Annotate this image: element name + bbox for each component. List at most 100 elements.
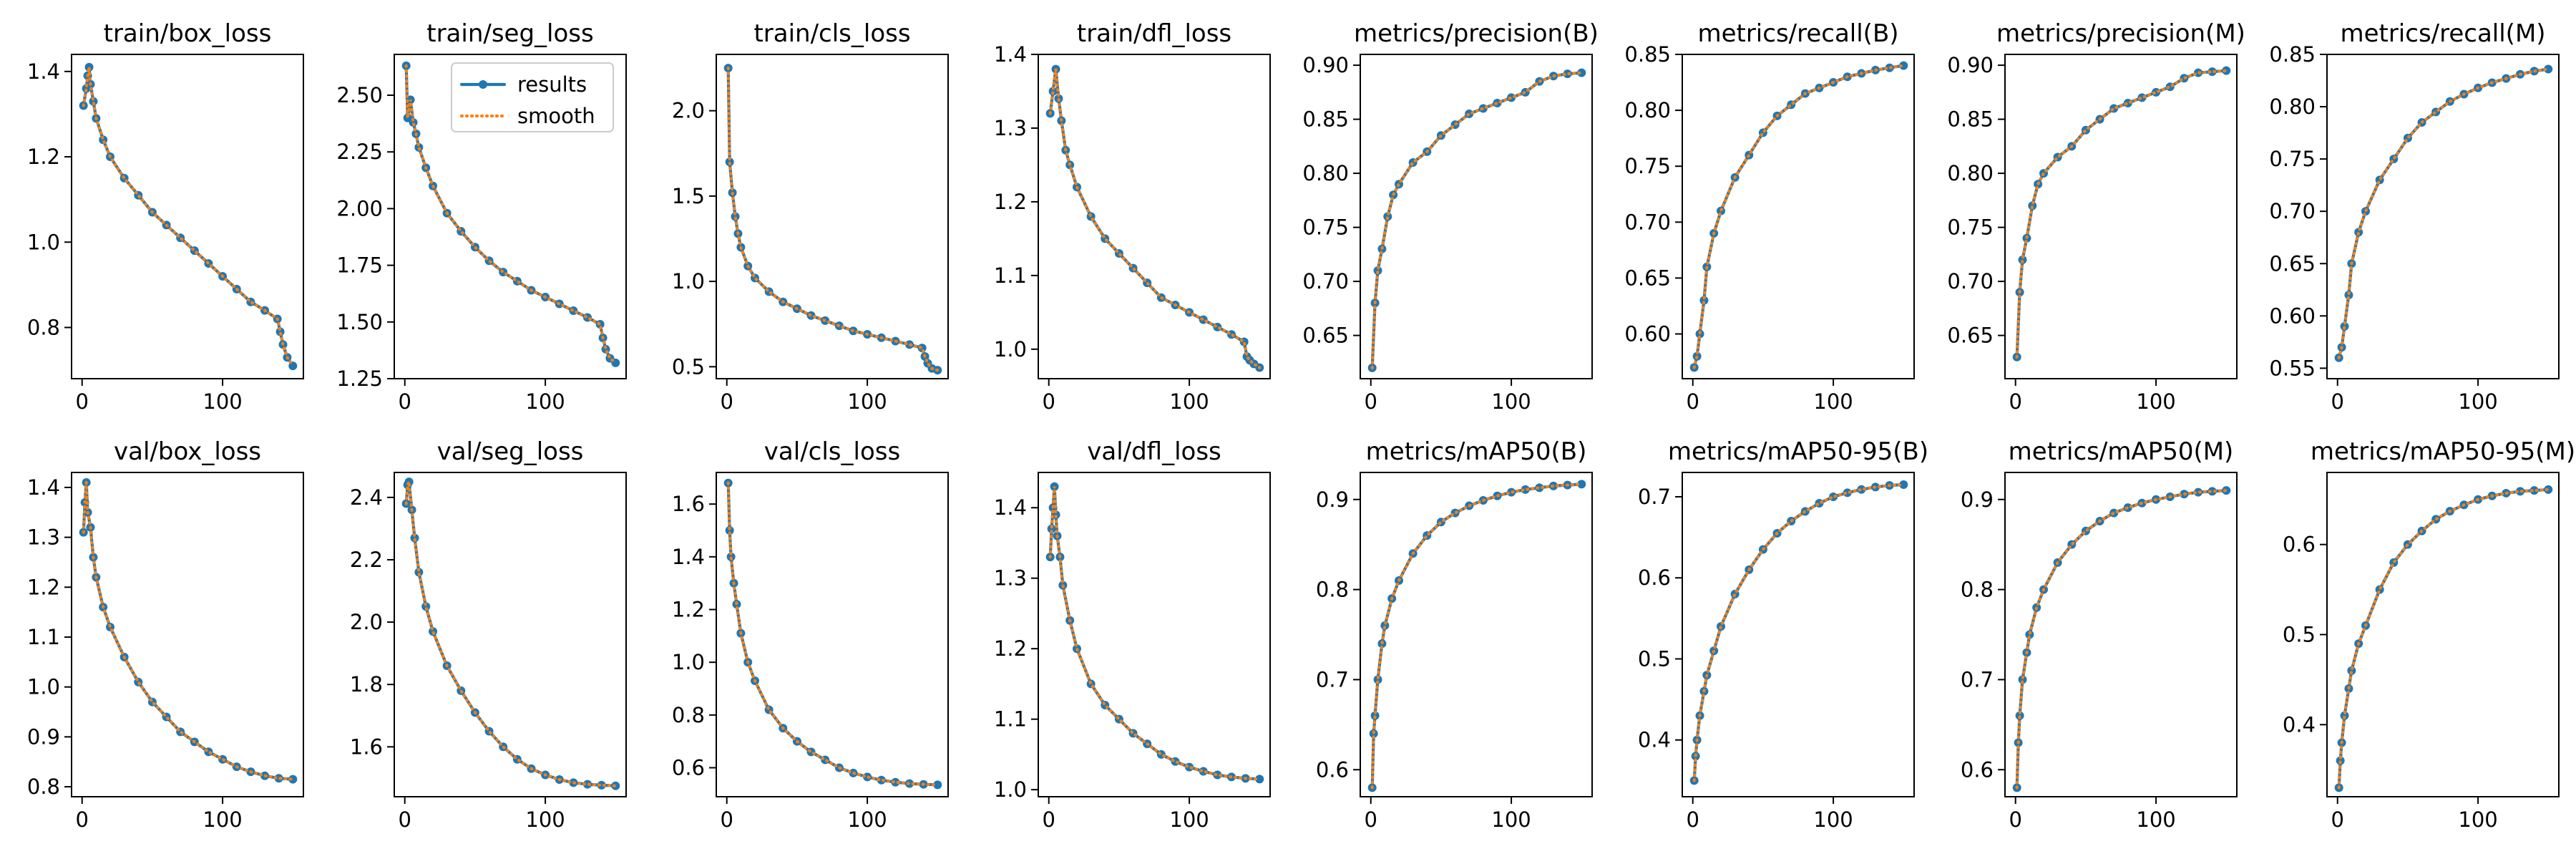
smooth-line	[82, 482, 295, 781]
y-tick-label: 1.1	[994, 707, 1027, 732]
results-point	[731, 212, 740, 221]
x-tick-label: 100	[1169, 389, 1209, 414]
y-tick-label: 1.1	[27, 625, 60, 649]
panel-title: val/box_loss	[114, 437, 261, 466]
x-tick-label: 100	[1491, 807, 1531, 832]
y-tick-label: 0.60	[1624, 322, 1671, 346]
results-point	[1380, 621, 1390, 630]
panel-title: metrics/recall(M)	[2340, 19, 2545, 48]
y-tick-label: 0.6	[672, 755, 705, 780]
y-tick-label: 0.8	[1961, 578, 1994, 602]
y-tick-label: 0.5	[1638, 646, 1671, 671]
y-tick-label: 0.70	[2269, 199, 2316, 223]
x-tick-label: 100	[1491, 389, 1531, 414]
axes-frame	[2004, 472, 2238, 797]
smooth-line	[2015, 69, 2228, 359]
y-tick-label: 1.6	[672, 492, 705, 516]
subplot-8: val/box_loss 0 100 0.8 0.9 1.0 1.1 1.2 1.3 1.4	[27, 437, 304, 832]
panel-title: train/seg_loss	[426, 19, 593, 48]
y-tick-label: 1.5	[672, 184, 705, 208]
y-tick-label: 1.6	[350, 734, 383, 759]
y-tick-label: 0.5	[672, 354, 705, 379]
y-tick-label: 2.0	[350, 610, 383, 634]
y-tick-label: 0.75	[1302, 215, 1349, 240]
y-tick-label: 0.80	[2269, 94, 2316, 119]
y-tick-label: 1.0	[672, 269, 705, 293]
y-tick-label: 1.25	[336, 367, 383, 391]
axes-frame	[1360, 472, 1593, 797]
y-tick-label: 0.80	[1947, 161, 1994, 185]
smooth-line	[82, 67, 295, 368]
axes-frame	[716, 472, 949, 797]
axes-frame	[71, 472, 304, 797]
y-tick-label: 0.4	[2283, 712, 2316, 737]
y-tick-label: 0.5	[2283, 623, 2316, 647]
y-tick-label: 1.1	[994, 263, 1027, 288]
y-tick-label: 0.90	[1302, 53, 1349, 77]
y-tick-label: 1.2	[994, 190, 1027, 214]
y-tick-label: 2.00	[336, 196, 383, 220]
results-point	[1255, 775, 1264, 784]
panel-title: train/dfl_loss	[1077, 19, 1231, 48]
y-tick-label: 0.85	[1302, 107, 1349, 132]
subplot-14: metrics/mAP50(M) 0 100 0.6 0.7 0.8 0.9	[1961, 437, 2238, 832]
results-point	[1577, 68, 1586, 77]
y-tick-label: 0.8	[672, 703, 705, 727]
x-tick-label: 0	[2331, 807, 2344, 832]
y-tick-label: 1.3	[994, 116, 1027, 140]
subplot-6: metrics/precision(M) 0 100 0.65 0.70 0.75 0.80…	[1947, 19, 2245, 414]
legend-results-label: results	[517, 72, 587, 97]
axes-frame	[2326, 54, 2560, 379]
results-point	[2018, 675, 2027, 684]
results-point	[877, 775, 886, 785]
results-point	[1758, 128, 1767, 137]
y-tick-label: 0.65	[1302, 324, 1349, 348]
smooth-line	[2015, 489, 2228, 790]
y-tick-label: 0.70	[1947, 269, 1994, 293]
smooth-line	[1370, 482, 1584, 790]
axes-frame	[1682, 54, 1915, 379]
subplot-3: train/dfl_loss 0 100 1.0 1.1 1.2 1.3 1.4	[994, 19, 1271, 414]
results-point	[288, 775, 298, 784]
y-tick-label: 0.9	[1316, 487, 1349, 512]
y-tick-label: 1.0	[994, 337, 1027, 361]
y-tick-label: 0.6	[1638, 566, 1671, 590]
panel-title: metrics/precision(B)	[1354, 19, 1599, 48]
y-tick-label: 1.0	[994, 777, 1027, 802]
x-tick-label: 0	[1687, 807, 1699, 832]
subplot-15: metrics/mAP50-95(M) 0 100 0.4 0.5 0.6	[2283, 437, 2575, 832]
y-tick-label: 0.6	[1961, 757, 1994, 782]
smooth-line	[1048, 486, 1262, 781]
y-tick-label: 0.7	[1638, 485, 1671, 509]
results-point	[1535, 483, 1544, 492]
y-tick-label: 0.65	[1624, 266, 1671, 290]
x-tick-label: 100	[1813, 807, 1853, 832]
x-tick-label: 0	[2009, 389, 2022, 414]
x-tick-label: 0	[1365, 807, 1377, 832]
axes-frame	[716, 54, 949, 379]
x-tick-label: 0	[399, 389, 411, 414]
y-tick-label: 1.50	[336, 310, 383, 334]
y-tick-label: 0.55	[2269, 356, 2316, 380]
axes-frame	[1360, 54, 1593, 379]
x-tick-label: 100	[203, 807, 242, 832]
y-tick-label: 2.4	[350, 485, 383, 510]
results-point	[1373, 266, 1382, 275]
y-tick-label: 0.85	[2269, 42, 2316, 67]
results-point	[410, 533, 419, 543]
y-tick-label: 2.2	[350, 548, 383, 572]
y-tick-label: 0.80	[1624, 98, 1671, 122]
legend: results smooth	[451, 62, 614, 132]
x-tick-label: 100	[2136, 389, 2175, 414]
subplot-13: metrics/mAP50-95(B) 0 100 0.4 0.5 0.6 0.7	[1638, 437, 1928, 832]
x-tick-label: 100	[2458, 807, 2497, 832]
results-point	[725, 526, 734, 535]
y-tick-label: 0.8	[27, 315, 60, 339]
results-point	[2347, 666, 2356, 675]
y-tick-label: 0.9	[27, 724, 60, 749]
smooth-line	[2337, 487, 2550, 790]
y-tick-label: 0.65	[2269, 251, 2316, 276]
smooth-line	[726, 67, 940, 372]
y-tick-label: 1.2	[994, 636, 1027, 661]
